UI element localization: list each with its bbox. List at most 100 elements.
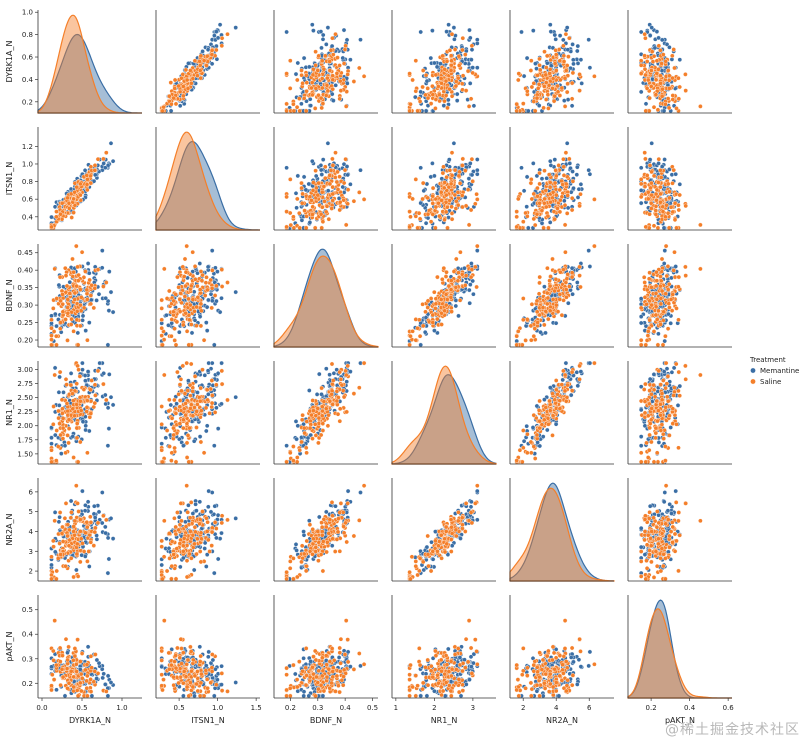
point-saline [408,210,412,214]
point-saline [55,296,59,300]
point-saline [670,76,674,80]
point-saline [659,81,663,85]
point-saline [658,200,662,204]
point-memantine [540,177,544,181]
point-saline [535,299,539,303]
point-saline [320,59,324,63]
point-saline [314,63,318,67]
point-memantine [519,166,523,170]
point-saline [421,324,425,328]
point-saline [445,205,449,209]
point-memantine [571,292,575,296]
point-saline [548,67,552,71]
point-memantine [558,34,562,38]
point-saline [342,61,346,65]
point-saline [652,105,656,109]
point-saline [65,338,69,342]
point-memantine [109,290,113,294]
point-saline [449,59,453,63]
point-saline [548,284,552,288]
point-saline [177,285,181,289]
point-memantine [58,375,62,379]
point-saline [667,226,671,230]
point-saline [160,109,164,113]
point-saline [666,68,670,72]
point-memantine [554,37,558,41]
point-saline [535,212,539,216]
point-memantine [656,332,660,336]
point-saline [454,285,458,289]
point-saline [300,73,304,77]
point-saline [649,68,653,72]
point-saline [75,426,79,430]
point-saline [525,317,529,321]
point-memantine [554,321,558,325]
point-saline [541,306,545,310]
y-tick-label: 1.2 [22,143,33,151]
point-saline [449,54,453,58]
point-memantine [468,301,472,305]
point-saline [639,338,643,342]
point-memantine [107,372,111,376]
point-saline [52,404,56,408]
point-saline [416,109,420,113]
point-saline [650,303,654,307]
point-saline [554,174,558,178]
point-saline [525,89,529,93]
point-saline [445,226,449,230]
point-saline [66,305,70,309]
point-saline [457,170,461,174]
point-saline [676,76,680,80]
point-memantine [533,62,537,66]
point-saline [535,310,539,314]
point-saline [285,210,289,214]
point-memantine [575,165,579,169]
point-saline [444,210,448,214]
point-saline [53,373,57,377]
point-saline [338,79,342,83]
point-saline [667,305,671,309]
point-memantine [307,182,311,186]
point-saline [173,327,177,331]
point-saline [654,284,658,288]
point-saline [104,151,108,155]
point-saline [558,292,562,296]
cell-BDNF_N-vs-NR1_N [392,244,496,347]
point-saline [85,182,89,186]
point-memantine [109,141,113,145]
point-saline [430,84,434,88]
point-memantine [106,444,110,448]
y-tick-label: 0.4 [22,76,34,84]
point-saline [58,422,62,426]
point-saline [467,223,471,227]
point-memantine [107,309,111,313]
point-saline [171,310,175,314]
point-saline [644,302,648,306]
point-saline [671,93,675,97]
point-saline [71,274,75,278]
point-saline [654,305,658,309]
point-saline [67,206,71,210]
point-saline [460,163,464,167]
point-saline [195,305,199,309]
point-saline [89,181,93,185]
point-saline [667,302,671,306]
point-saline [554,48,558,52]
point-saline [198,288,202,292]
point-saline [550,257,554,261]
point-saline [338,200,342,204]
point-saline [466,69,470,73]
point-saline [417,211,421,215]
point-memantine [86,261,90,265]
point-saline [639,182,643,186]
point-saline [71,399,75,403]
point-saline [678,193,682,197]
point-saline [329,48,333,52]
point-saline [316,193,320,197]
point-memantine [568,161,572,165]
point-saline [536,320,540,324]
point-saline [543,197,547,201]
point-saline [421,85,425,89]
point-saline [324,210,328,214]
point-memantine [104,402,108,406]
